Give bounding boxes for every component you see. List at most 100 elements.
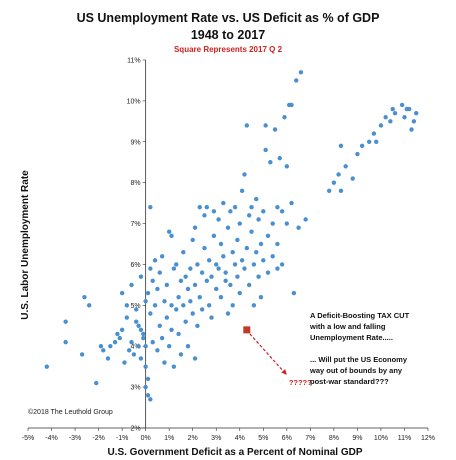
y-tick-label: 5% — [131, 303, 141, 310]
data-point — [209, 274, 214, 279]
data-point — [388, 119, 393, 124]
data-point — [63, 319, 68, 324]
x-tick-label: 8% — [329, 435, 339, 442]
x-tick-label: 5% — [258, 435, 268, 442]
data-point — [138, 356, 144, 361]
data-point — [124, 303, 130, 308]
data-point — [263, 123, 268, 128]
data-point — [296, 225, 301, 230]
data-point — [390, 106, 395, 112]
chart-title-line2: 1948 to 2017 — [191, 28, 265, 42]
arrow-label: ????? — [289, 378, 312, 387]
data-point — [169, 327, 174, 333]
data-point — [63, 339, 68, 345]
y-tick-label: 4% — [131, 344, 141, 351]
data-point — [244, 245, 250, 251]
data-point — [131, 352, 137, 357]
y-tick-label: 10% — [127, 98, 141, 105]
data-point — [157, 270, 162, 275]
data-point — [228, 209, 233, 214]
x-tick-label: 7% — [305, 435, 315, 442]
data-point — [206, 258, 212, 263]
data-point — [185, 286, 191, 292]
x-tick-label: -5% — [22, 435, 34, 442]
data-point — [202, 245, 207, 251]
data-point — [150, 278, 155, 283]
data-point — [138, 274, 144, 279]
data-point — [331, 180, 337, 185]
data-point — [190, 237, 195, 243]
data-point — [383, 115, 388, 120]
data-point — [192, 356, 198, 361]
data-point — [136, 344, 141, 349]
data-point — [256, 274, 261, 279]
data-point — [209, 315, 214, 320]
data-point — [141, 335, 146, 341]
data-point — [202, 213, 207, 218]
data-point — [275, 205, 280, 210]
data-point — [174, 307, 179, 312]
data-point — [230, 249, 235, 255]
data-point — [178, 278, 184, 283]
data-point — [218, 294, 224, 300]
data-point — [221, 254, 226, 259]
chart-subtitle: Square Represents 2017 Q 2 — [174, 45, 283, 54]
annotation-line: way out of bounds by any — [309, 366, 403, 375]
data-point — [235, 237, 240, 243]
data-point — [155, 348, 160, 353]
data-point — [402, 115, 407, 120]
data-point — [108, 344, 113, 349]
data-point — [141, 331, 146, 337]
data-point — [169, 233, 174, 239]
chart-title: US Unemployment Rate vs. US Deficit as %… — [77, 11, 380, 25]
data-point — [359, 143, 365, 149]
data-point — [192, 225, 198, 230]
data-point — [291, 290, 297, 296]
data-point — [378, 123, 384, 128]
annotation-text: A Deficit-Boosting TAX CUT with a low and… — [309, 311, 410, 386]
data-point — [277, 155, 282, 161]
data-point — [157, 323, 162, 328]
y-axis-label: U.S. Labor Unemployment Rate — [20, 170, 31, 320]
data-point — [181, 303, 186, 308]
axes: -5% -4% -3% -2% -1% 0% 1% 2% 3% 4% 5% 6% 7% 8% 9% 10% 11… — [22, 58, 435, 443]
data-point — [192, 282, 198, 288]
data-point — [176, 331, 181, 337]
data-point — [256, 217, 261, 222]
data-point — [143, 384, 148, 390]
data-point — [134, 307, 139, 312]
x-tick-label: -1% — [116, 435, 128, 442]
data-point — [190, 311, 195, 316]
data-point — [199, 270, 205, 275]
annotation-line: Unemployment Rate..... — [310, 333, 393, 342]
data-point — [148, 205, 153, 210]
data-point — [181, 249, 186, 255]
data-point — [145, 290, 151, 296]
x-tick-label: -3% — [69, 435, 81, 442]
data-point — [275, 266, 280, 271]
data-point — [164, 315, 170, 320]
data-point — [272, 127, 278, 132]
data-point — [284, 164, 290, 169]
highlight-square — [243, 326, 251, 334]
data-point — [183, 319, 188, 324]
data-point — [134, 319, 139, 324]
data-point — [119, 290, 125, 296]
data-point — [79, 352, 85, 357]
data-point — [152, 303, 158, 308]
data-point — [242, 172, 247, 177]
data-point — [148, 311, 153, 316]
annotation-line: ... Will put the US Economy — [310, 355, 408, 364]
points — [44, 70, 419, 402]
data-point — [143, 299, 148, 304]
x-tick-label: 11% — [398, 435, 412, 442]
data-point — [326, 188, 332, 194]
data-point — [214, 262, 219, 267]
data-point — [263, 147, 268, 153]
data-point — [112, 339, 118, 345]
y-tick-label: 11% — [127, 58, 141, 65]
y-tick-label: 9% — [131, 139, 141, 146]
data-point — [204, 278, 210, 283]
data-point — [338, 143, 344, 149]
